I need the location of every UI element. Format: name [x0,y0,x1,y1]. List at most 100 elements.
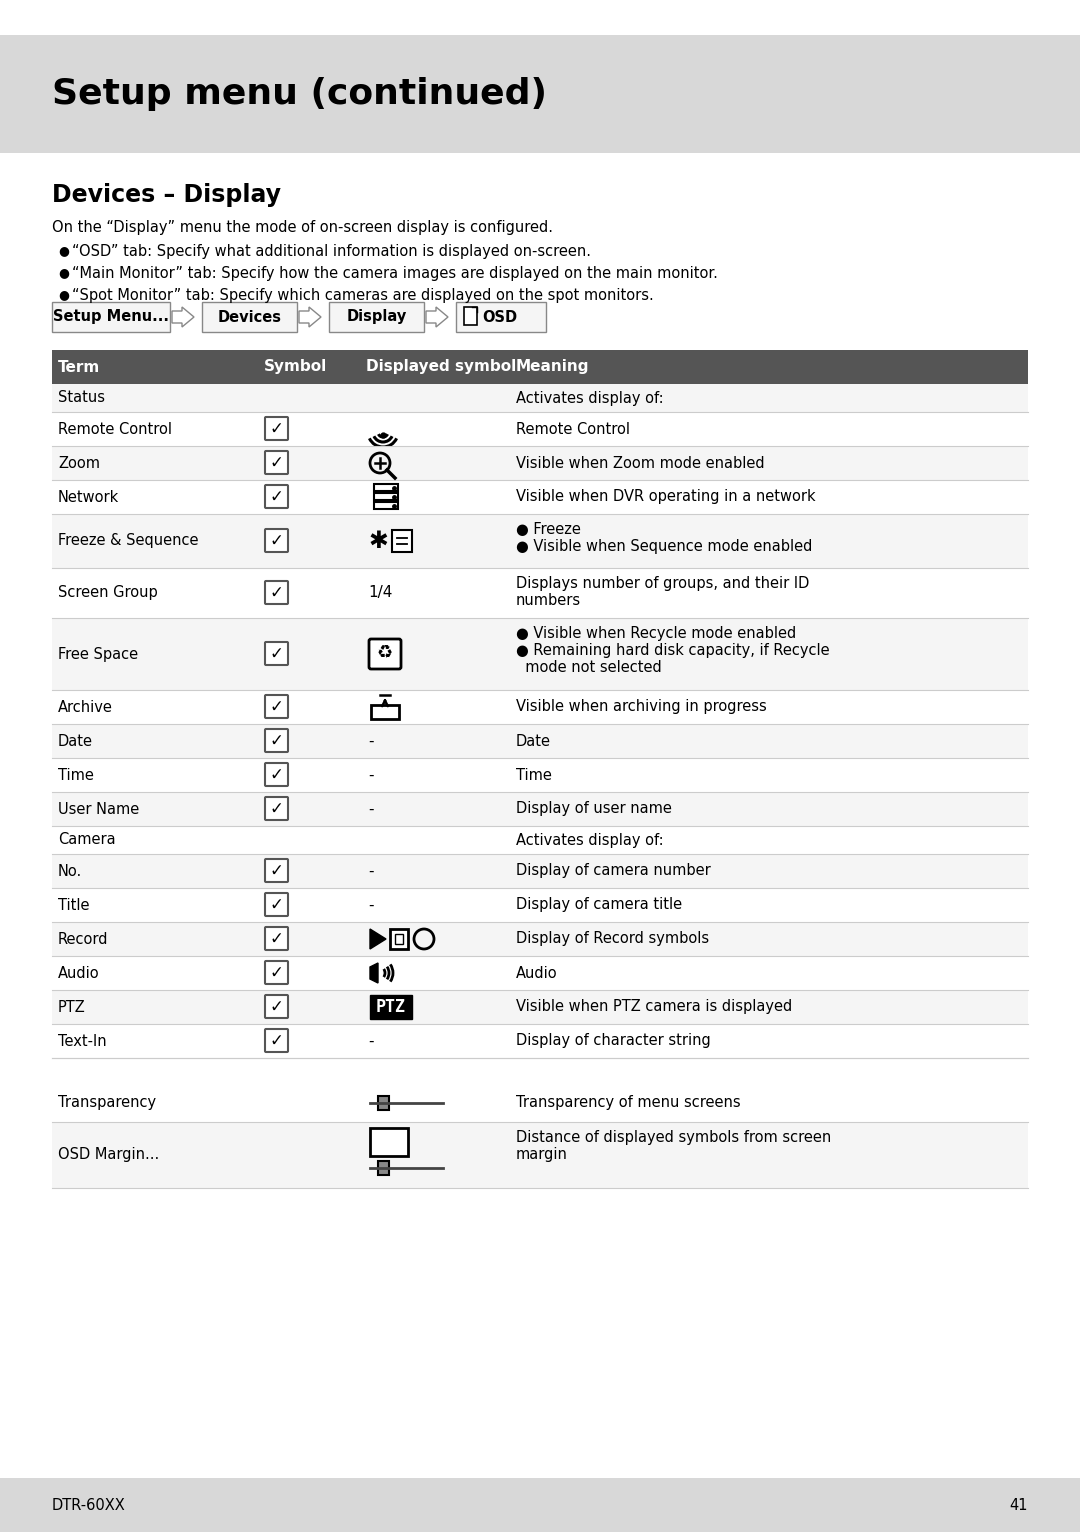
Text: Display of camera title: Display of camera title [516,898,683,913]
FancyBboxPatch shape [52,515,1028,568]
Text: Archive: Archive [58,700,113,714]
Text: mode not selected: mode not selected [516,660,662,676]
Text: ✓: ✓ [270,997,283,1016]
Text: DTR-60XX: DTR-60XX [52,1497,125,1512]
Text: Audio: Audio [516,965,557,980]
FancyBboxPatch shape [392,530,411,552]
FancyBboxPatch shape [52,889,1028,922]
Text: Activates display of:: Activates display of: [516,391,663,406]
FancyBboxPatch shape [265,581,288,604]
FancyBboxPatch shape [265,797,288,820]
Text: ✓: ✓ [270,731,283,749]
Text: Visible when DVR operating in a network: Visible when DVR operating in a network [516,490,815,504]
Text: ● Freeze: ● Freeze [516,522,581,538]
FancyBboxPatch shape [378,1095,389,1111]
Text: Distance of displayed symbols from screen: Distance of displayed symbols from scree… [516,1131,832,1144]
Text: Activates display of:: Activates display of: [516,832,663,847]
FancyBboxPatch shape [52,617,1028,689]
FancyBboxPatch shape [52,412,1028,446]
Text: Setup menu (continued): Setup menu (continued) [52,77,546,110]
FancyBboxPatch shape [52,1121,1028,1187]
FancyBboxPatch shape [52,480,1028,515]
FancyBboxPatch shape [265,529,288,552]
Text: ✓: ✓ [270,930,283,947]
Text: Record: Record [58,931,108,947]
Text: Display of user name: Display of user name [516,801,672,817]
FancyBboxPatch shape [52,922,1028,956]
Text: On the “Display” menu the mode of on-screen display is configured.: On the “Display” menu the mode of on-scr… [52,221,553,234]
Text: Remote Control: Remote Control [58,421,172,437]
FancyBboxPatch shape [202,302,297,332]
FancyBboxPatch shape [52,826,1028,853]
FancyBboxPatch shape [52,689,1028,725]
FancyBboxPatch shape [52,1023,1028,1059]
FancyBboxPatch shape [374,484,399,490]
Text: “Spot Monitor” tab: Specify which cameras are displayed on the spot monitors.: “Spot Monitor” tab: Specify which camera… [72,288,653,303]
FancyBboxPatch shape [52,990,1028,1023]
FancyBboxPatch shape [52,302,170,332]
Text: margin: margin [516,1147,568,1161]
Text: ●: ● [58,288,69,300]
FancyBboxPatch shape [456,302,546,332]
Text: numbers: numbers [516,593,581,608]
FancyBboxPatch shape [52,385,1028,412]
Text: -: - [368,898,374,913]
FancyBboxPatch shape [52,956,1028,990]
Text: OSD: OSD [482,309,517,325]
Text: PTZ: PTZ [58,999,85,1014]
Text: Visible when archiving in progress: Visible when archiving in progress [516,700,767,714]
Text: Time: Time [58,768,94,783]
FancyBboxPatch shape [378,1161,389,1175]
Text: Zoom: Zoom [58,455,100,470]
Text: Visible when Zoom mode enabled: Visible when Zoom mode enabled [516,455,765,470]
Text: No.: No. [58,864,82,878]
FancyBboxPatch shape [265,859,288,882]
Polygon shape [370,964,378,984]
Text: PTZ: PTZ [376,997,406,1016]
Text: User Name: User Name [58,801,139,817]
FancyBboxPatch shape [265,417,288,440]
Text: Network: Network [58,490,119,504]
Text: Transparency: Transparency [58,1095,157,1111]
Text: ✓: ✓ [270,420,283,438]
Text: Free Space: Free Space [58,647,138,662]
Text: Displayed symbol: Displayed symbol [366,360,516,374]
FancyBboxPatch shape [52,568,1028,617]
FancyBboxPatch shape [52,792,1028,826]
Text: -: - [368,768,374,783]
FancyBboxPatch shape [395,935,403,944]
Text: Status: Status [58,391,105,406]
FancyBboxPatch shape [0,35,1080,153]
FancyBboxPatch shape [370,1128,408,1157]
Text: “Main Monitor” tab: Specify how the camera images are displayed on the main moni: “Main Monitor” tab: Specify how the came… [72,267,718,280]
FancyArrow shape [426,306,448,326]
Text: Symbol: Symbol [264,360,327,374]
Text: ✓: ✓ [270,487,283,506]
Text: Display of Record symbols: Display of Record symbols [516,931,710,947]
FancyBboxPatch shape [265,642,288,665]
FancyBboxPatch shape [52,758,1028,792]
Text: OSD Margin...: OSD Margin... [58,1147,159,1163]
FancyBboxPatch shape [374,502,399,509]
FancyArrow shape [172,306,194,326]
FancyBboxPatch shape [265,450,288,473]
Text: -: - [368,734,374,749]
FancyBboxPatch shape [370,994,411,1019]
FancyBboxPatch shape [372,705,399,719]
Text: ✓: ✓ [270,800,283,818]
Text: Freeze & Sequence: Freeze & Sequence [58,533,199,548]
Text: -: - [368,1034,374,1048]
Text: Title: Title [58,898,90,913]
Text: ✓: ✓ [270,766,283,783]
Text: ✓: ✓ [270,1031,283,1049]
FancyBboxPatch shape [265,763,288,786]
Text: ✓: ✓ [270,645,283,662]
Text: Time: Time [516,768,552,783]
FancyArrow shape [299,306,321,326]
Text: ✓: ✓ [270,584,283,602]
Text: Transparency of menu screens: Transparency of menu screens [516,1095,741,1111]
Text: -: - [368,864,374,878]
Text: ✓: ✓ [270,896,283,913]
FancyBboxPatch shape [265,961,288,984]
Text: ✓: ✓ [270,532,283,550]
